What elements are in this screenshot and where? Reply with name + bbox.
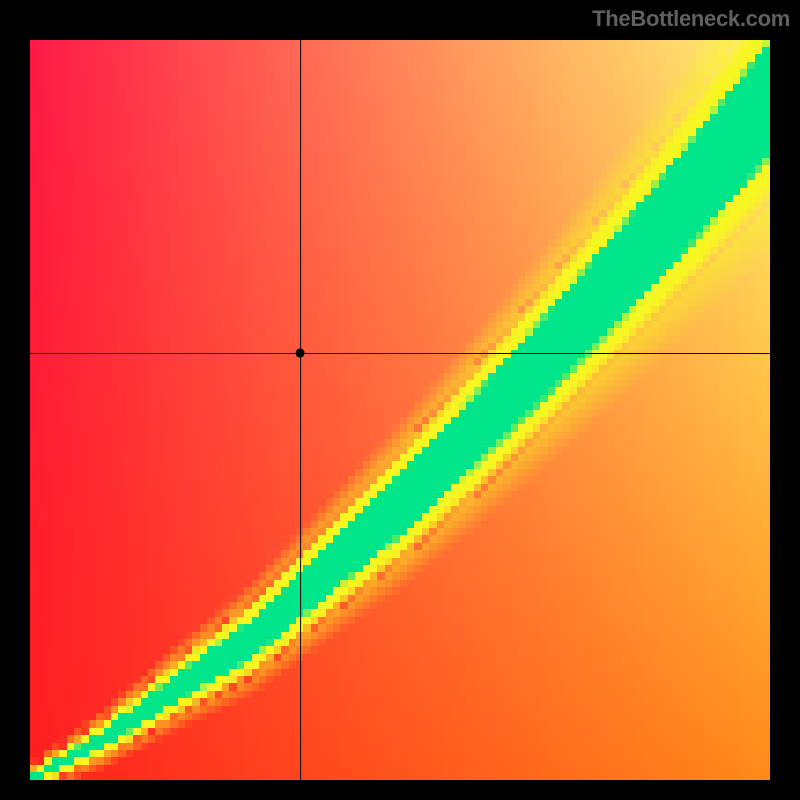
heatmap-canvas <box>30 40 770 780</box>
watermark-text: TheBottleneck.com <box>592 6 790 32</box>
plot-area <box>30 40 770 780</box>
chart-container: TheBottleneck.com <box>0 0 800 800</box>
